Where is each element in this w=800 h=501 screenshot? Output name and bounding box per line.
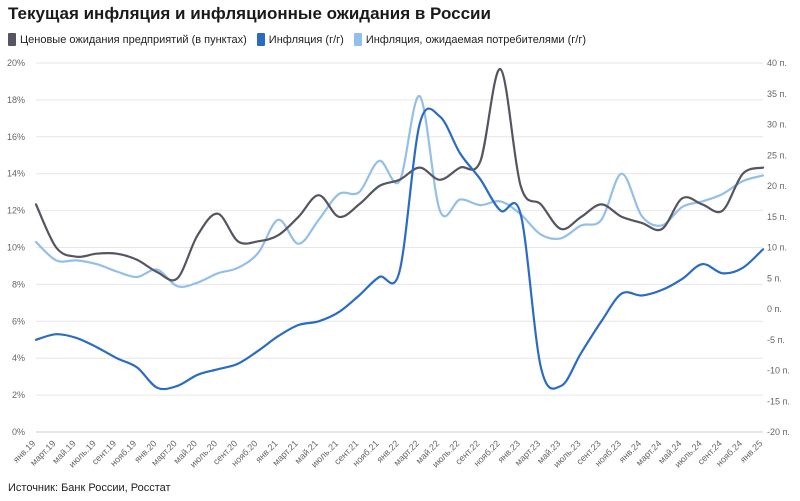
legend-swatch-consumer-expectations xyxy=(353,33,362,46)
right-tick-label: 25 п. xyxy=(767,150,787,160)
left-tick-label: 2% xyxy=(12,390,25,400)
right-tick-label: 35 п. xyxy=(767,89,787,99)
left-tick-label: 10% xyxy=(7,243,25,253)
x-tick-label: янв.25 xyxy=(738,438,764,464)
legend-label-inflation: Инфляция (г/г) xyxy=(268,33,344,46)
right-axis: -20 п. -15 п. -10 п. -5 п. 0 п. 5 п. 10 п. 15 п… xyxy=(767,58,790,437)
right-tick-label: 30 п. xyxy=(767,120,787,130)
legend-item-consumer-expectations: Инфляция, ожидаемая потребителями (г/г) xyxy=(353,33,586,46)
left-tick-label: 12% xyxy=(7,206,25,216)
left-tick-label: 18% xyxy=(7,95,25,105)
legend-item-business-expectations: Ценовые ожидания предприятий (в пунктах) xyxy=(8,33,247,46)
left-axis: 0% 2% 4% 6% 8% 10% 12% 14% 16% 18% 20% xyxy=(7,58,25,437)
series-line-business-expectations xyxy=(34,68,765,282)
left-tick-label: 14% xyxy=(7,169,25,179)
left-tick-label: 6% xyxy=(12,316,25,326)
legend-label-consumer-expectations: Инфляция, ожидаемая потребителями (г/г) xyxy=(365,33,586,46)
series-line-consumer-expectations xyxy=(34,95,765,288)
right-tick-label: -20 п. xyxy=(767,427,790,437)
right-tick-label: -10 п. xyxy=(767,366,790,376)
left-tick-label: 0% xyxy=(12,427,25,437)
right-tick-label: 0 п. xyxy=(767,304,782,314)
grid xyxy=(36,62,763,433)
right-tick-label: 40 п. xyxy=(767,58,787,68)
legend-label-business-expectations: Ценовые ожидания предприятий (в пунктах) xyxy=(20,33,247,46)
right-tick-label: -5 п. xyxy=(767,335,785,345)
right-tick-label: 15 п. xyxy=(767,212,787,222)
series-line-inflation xyxy=(34,107,765,391)
left-tick-label: 16% xyxy=(7,132,25,142)
right-tick-label: 20 п. xyxy=(767,181,787,191)
chart-title: Текущая инфляция и инфляционные ожидания… xyxy=(8,4,491,23)
right-tick-label: 10 п. xyxy=(767,243,787,253)
left-tick-label: 4% xyxy=(12,353,25,363)
right-tick-label: -15 п. xyxy=(767,396,790,406)
right-tick-label: 5 п. xyxy=(767,273,782,283)
legend-swatch-business-expectations xyxy=(8,33,16,46)
legend: Ценовые ожидания предприятий (в пунктах)… xyxy=(8,33,586,46)
x-axis: янв.19март.19май.19июль.19сент.19нояб.19… xyxy=(11,431,764,469)
legend-swatch-inflation xyxy=(256,33,265,46)
series-layer xyxy=(34,68,765,391)
left-tick-label: 8% xyxy=(12,279,25,289)
source-note: Источник: Банк России, Росстат xyxy=(8,482,171,494)
legend-item-inflation: Инфляция (г/г) xyxy=(256,33,344,46)
left-tick-label: 20% xyxy=(7,58,25,68)
